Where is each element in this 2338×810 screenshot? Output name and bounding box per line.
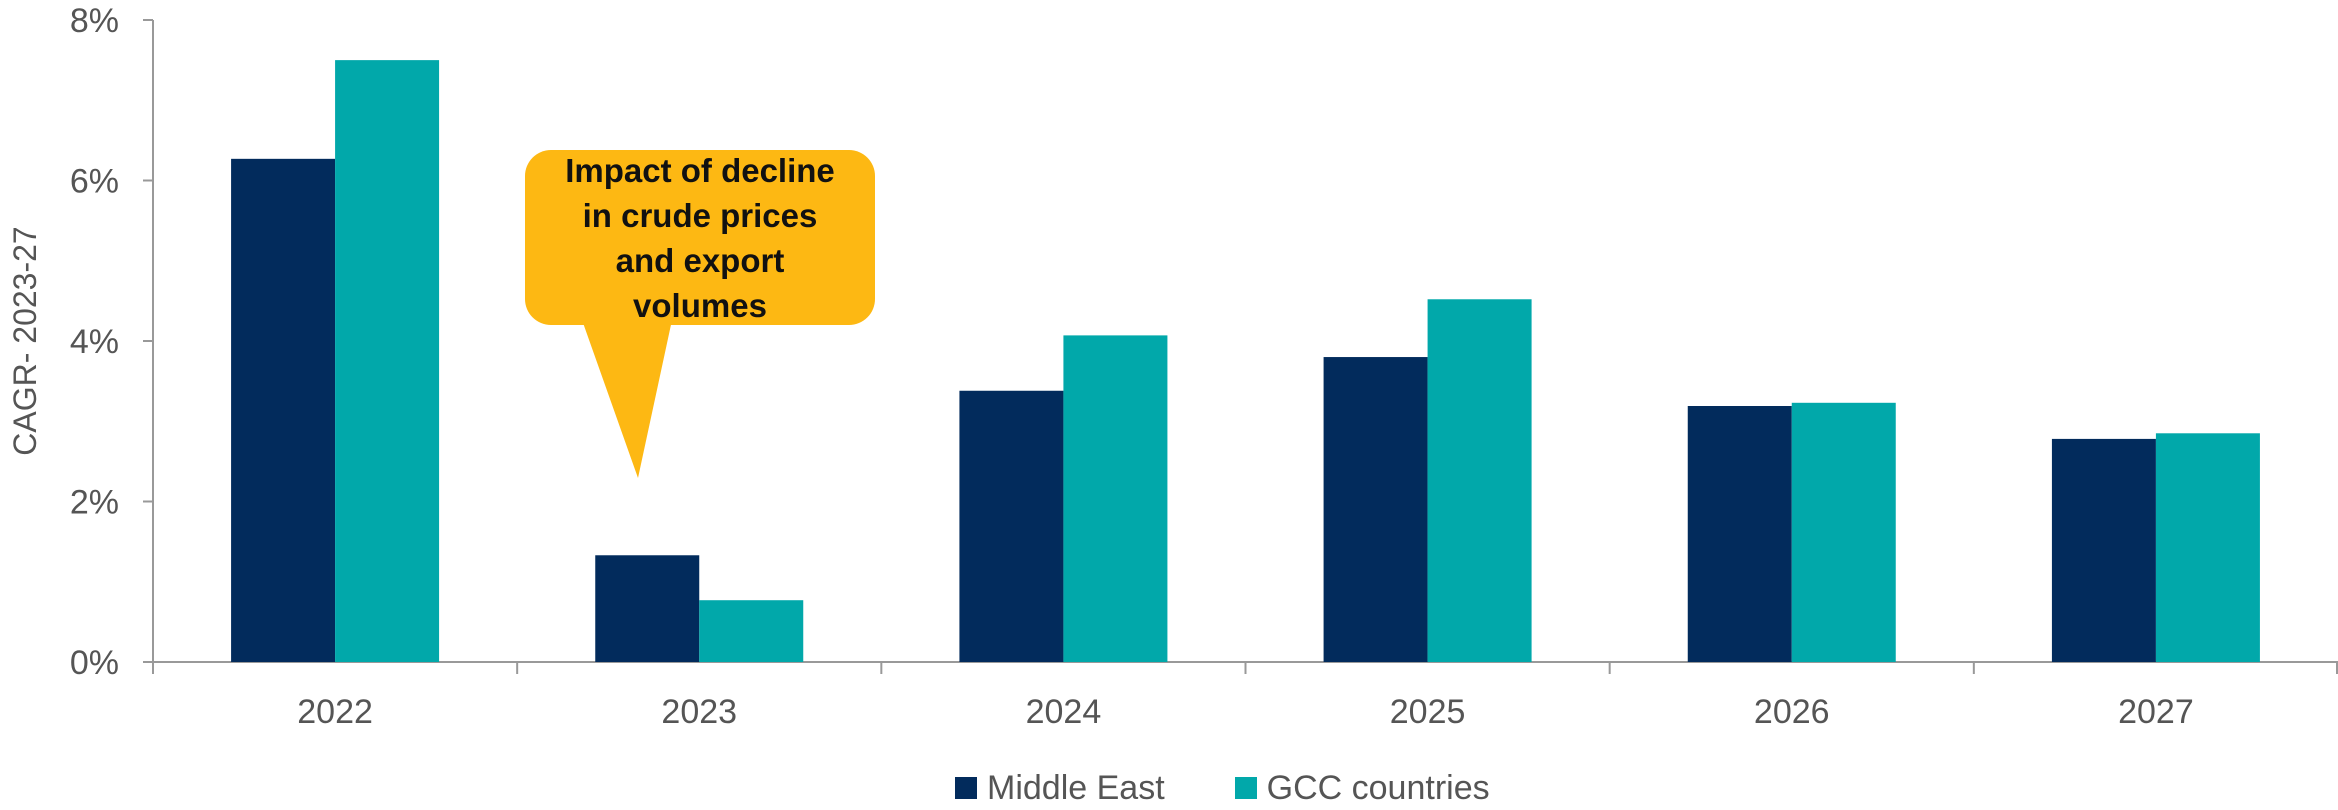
bar-gcc-countries-2022 (335, 60, 439, 662)
y-axis-title: CAGR- 2023-27 (7, 226, 43, 455)
bar-gcc-countries-2025 (1428, 299, 1532, 662)
bars (231, 60, 2260, 662)
annotation-callout: Impact of decline in crude prices and ex… (525, 150, 875, 325)
bar-middle-east-2024 (959, 391, 1063, 662)
annotation-text: Impact of decline in crude prices and ex… (550, 148, 850, 328)
x-tick-label: 2024 (1026, 693, 1102, 731)
legend-item-gcc-countries: GCC countries (1235, 768, 1490, 808)
legend-swatch-middle-east (955, 777, 977, 799)
bar-gcc-countries-2023 (699, 600, 803, 662)
y-tick-label: 0% (70, 644, 119, 682)
bar-middle-east-2025 (1324, 357, 1428, 662)
x-tick-label: 2025 (1390, 693, 1466, 731)
bar-middle-east-2022 (231, 159, 335, 662)
x-tick-label: 2023 (661, 693, 737, 731)
y-tick-label: 6% (70, 163, 119, 201)
y-tick-label: 4% (70, 323, 119, 361)
legend-label-gcc-countries: GCC countries (1267, 768, 1490, 808)
x-tick-label: 2026 (1754, 693, 1830, 731)
y-tick-label: 2% (70, 484, 119, 522)
y-axis: 0% 2% 4% 6% 8% (70, 2, 153, 682)
legend-swatch-gcc-countries (1235, 777, 1257, 799)
bar-middle-east-2023 (595, 555, 699, 662)
x-tick-label: 2022 (297, 693, 373, 731)
bar-gcc-countries-2024 (1063, 335, 1167, 662)
legend: Middle East GCC countries (955, 768, 1490, 808)
bar-gcc-countries-2027 (2156, 433, 2260, 662)
legend-item-middle-east: Middle East (955, 768, 1165, 808)
legend-label-middle-east: Middle East (987, 768, 1165, 808)
y-tick-label: 8% (70, 2, 119, 40)
x-axis: 2022 2023 2024 2025 2026 2027 (153, 662, 2338, 731)
bar-middle-east-2026 (1688, 406, 1792, 662)
bar-middle-east-2027 (2052, 439, 2156, 662)
bar-gcc-countries-2026 (1792, 403, 1896, 662)
x-tick-label: 2027 (2118, 693, 2194, 731)
